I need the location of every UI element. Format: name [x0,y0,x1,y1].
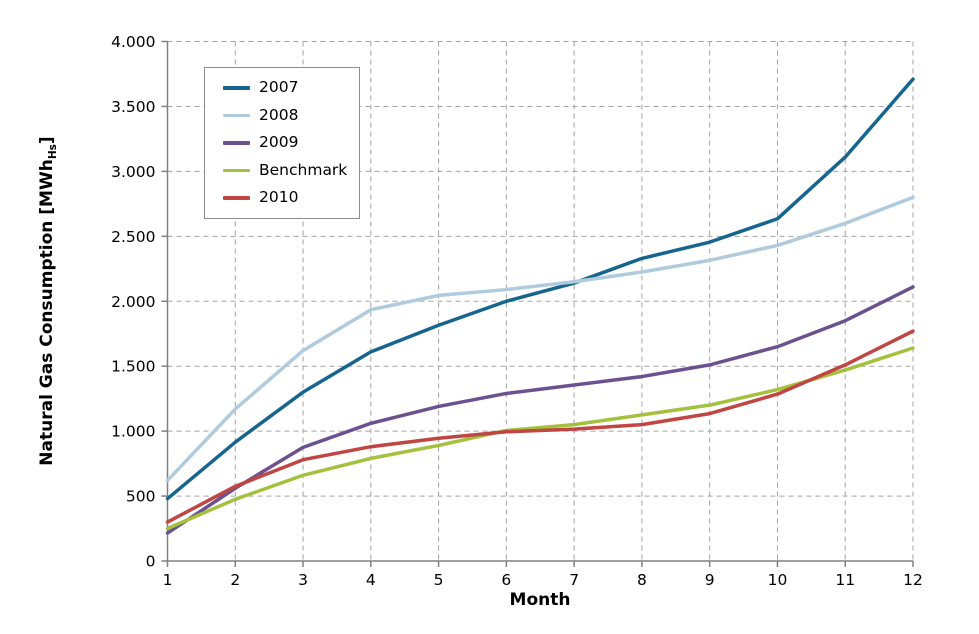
x-tick-label: 4 [366,571,376,589]
x-tick-label: 7 [569,571,579,589]
legend-swatch-benchmark [223,168,250,173]
y-axis-title-text: Natural Gas Consumption [MWh [36,159,57,466]
series-line-2008 [165,195,915,483]
legend-swatch-2010 [223,196,250,200]
legend-swatch-2007 [223,86,250,90]
x-tick-label: 11 [835,571,855,589]
legend-item-benchmark: Benchmark [223,160,355,179]
x-tick-label: 10 [768,571,788,589]
series-line-benchmark [165,346,915,531]
y-tick-label: 3.500 [111,98,155,116]
y-axis-title: Natural Gas Consumption [MWhHs] [37,136,59,465]
legend-item-2008: 2008 [223,105,355,124]
x-tick-label: 9 [705,571,715,589]
legend-label: 2009 [259,133,299,152]
legend-label: 2008 [259,105,299,124]
x-tick-label: 2 [230,571,240,589]
y-axis-title-subscript: Hs [47,144,60,160]
legend-swatch-2008 [223,113,250,118]
y-axis-title-bracket: ] [36,136,57,145]
legend-swatch-2009 [223,141,250,145]
x-tick-label: 12 [903,571,923,589]
y-tick-label: 1.500 [111,358,155,376]
legend: 2007 2008 2009 Benchmark 2010 [204,67,360,219]
y-tick-label: 2.000 [111,293,155,311]
x-tick-label: 5 [434,571,444,589]
y-tick-label: 3.000 [111,163,155,181]
legend-item-2009: 2009 [223,135,355,151]
legend-label: 2007 [259,78,299,97]
series-line-2009 [165,285,915,535]
x-axis-title: Month [509,590,571,610]
x-tick-label: 1 [163,571,173,589]
y-tick-label: 500 [126,488,156,506]
legend-label: Benchmark [259,160,348,179]
y-tick-label: 4.000 [111,33,155,51]
series-line-2010 [165,329,915,524]
legend-item-2007: 2007 [223,80,355,96]
series-line-2007 [165,77,915,501]
y-tick-label: 2.500 [111,228,155,246]
legend-item-2010: 2010 [223,190,355,206]
x-tick-label: 3 [298,571,308,589]
x-tick-label: 8 [637,571,647,589]
y-tick-label: 1.000 [111,423,155,441]
x-tick-label: 6 [501,571,511,589]
y-tick-label: 0 [146,553,156,571]
legend-label: 2010 [259,188,299,207]
